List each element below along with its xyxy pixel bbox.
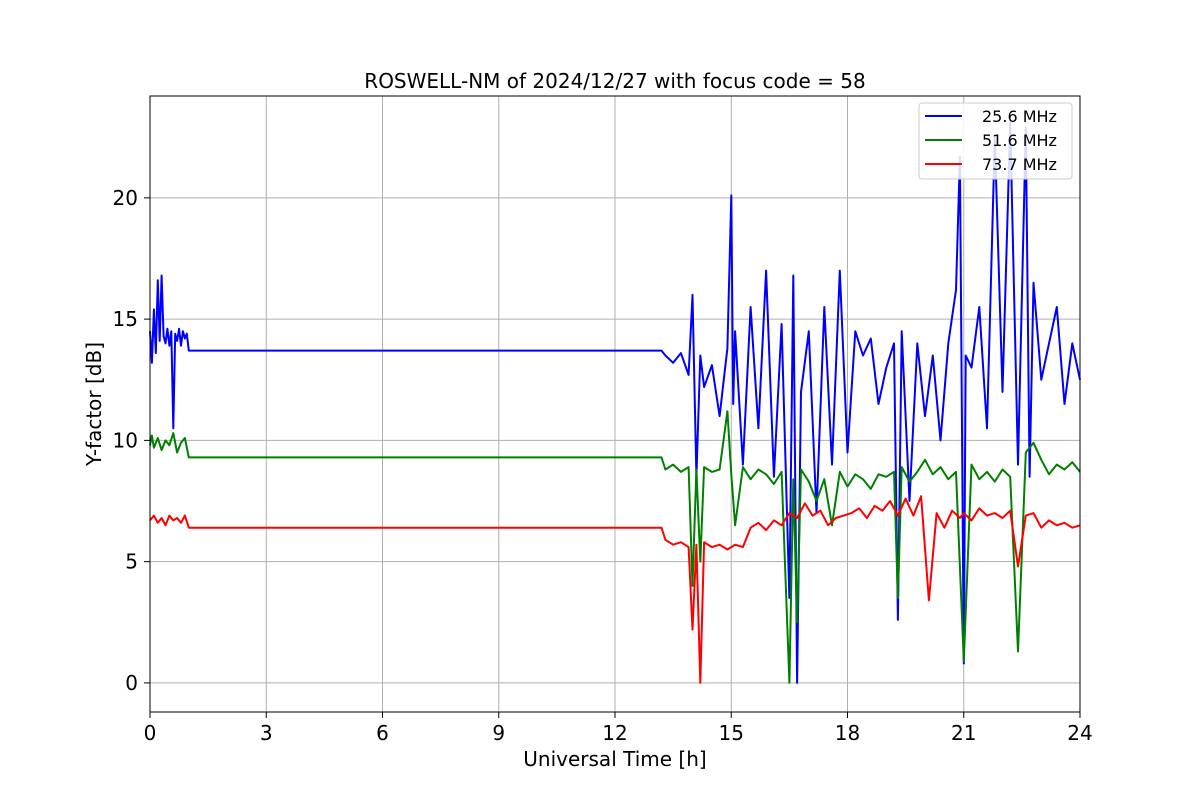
- y-axis-label: Y-factor [dB]: [82, 342, 106, 467]
- x-tick-label: 18: [835, 721, 860, 745]
- series-line-0: [149, 121, 1081, 684]
- y-tick-label: 20: [113, 186, 138, 210]
- y-tick-label: 0: [125, 671, 138, 695]
- series-line-1: [149, 410, 1081, 684]
- x-tick-label: 6: [376, 721, 389, 745]
- legend-box: [918, 102, 1073, 180]
- x-axis-label: Universal Time [h]: [523, 747, 706, 771]
- y-tick-label: 5: [125, 550, 138, 574]
- legend: 25.6 MHz 51.6 MHz 73.7 MHz: [918, 102, 1073, 180]
- x-tick-label: 21: [951, 721, 976, 745]
- series-layer: [149, 121, 1081, 684]
- x-tick-label: 3: [260, 721, 273, 745]
- y-tick-label: 15: [113, 307, 138, 331]
- legend-label-73-7: 73.7 MHz: [982, 155, 1057, 174]
- x-tick-label: 9: [492, 721, 505, 745]
- x-tick-label: 24: [1067, 721, 1092, 745]
- chart-title: ROSWELL-NM of 2024/12/27 with focus code…: [364, 69, 865, 93]
- legend-label-51-6: 51.6 MHz: [982, 131, 1057, 150]
- legend-label-25-6: 25.6 MHz: [982, 107, 1057, 126]
- y-tick-label: 10: [113, 428, 138, 452]
- x-tick-label: 15: [719, 721, 744, 745]
- x-tick-label: 12: [602, 721, 627, 745]
- axis-ticks: 0 3 6 9 12 15 18 21 24 0 5 10 15 20: [113, 186, 1093, 745]
- series-line-2: [149, 495, 1081, 684]
- x-tick-label: 0: [144, 721, 157, 745]
